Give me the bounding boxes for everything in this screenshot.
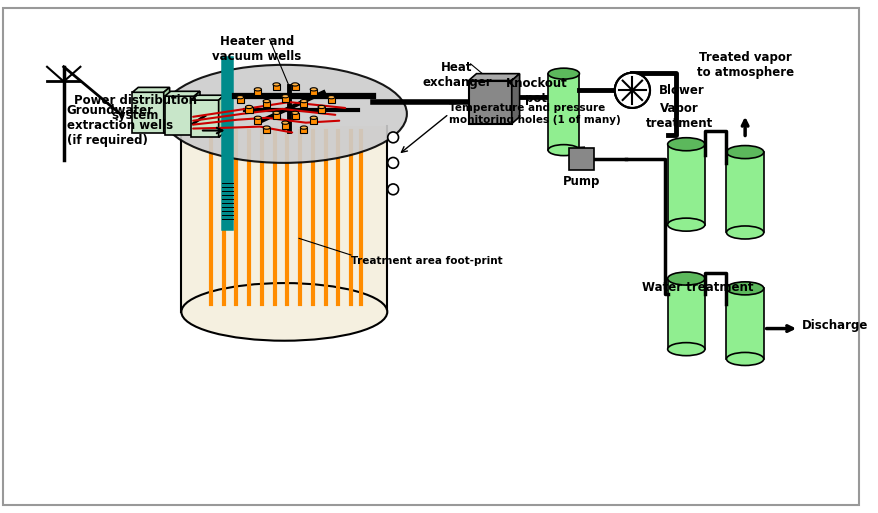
- Polygon shape: [614, 73, 631, 108]
- Bar: [667, 279, 704, 349]
- Polygon shape: [511, 74, 519, 124]
- Ellipse shape: [162, 65, 407, 163]
- Bar: [300, 128, 307, 133]
- Ellipse shape: [300, 100, 307, 103]
- Bar: [468, 81, 511, 124]
- Ellipse shape: [263, 126, 270, 129]
- Text: Discharge: Discharge: [801, 319, 867, 332]
- Bar: [726, 288, 763, 359]
- Text: Treatment area foot-print: Treatment area foot-print: [350, 256, 502, 266]
- Bar: [310, 89, 317, 95]
- Bar: [245, 107, 252, 113]
- Ellipse shape: [667, 343, 704, 356]
- Ellipse shape: [726, 352, 763, 365]
- Bar: [291, 113, 299, 119]
- Ellipse shape: [318, 105, 325, 109]
- Bar: [282, 96, 289, 102]
- Bar: [318, 107, 325, 113]
- Bar: [164, 96, 194, 135]
- Bar: [263, 101, 270, 107]
- Circle shape: [387, 184, 398, 195]
- Ellipse shape: [181, 283, 387, 341]
- Polygon shape: [133, 87, 169, 92]
- Text: Power distribution
system: Power distribution system: [74, 94, 197, 122]
- Ellipse shape: [310, 116, 317, 120]
- Ellipse shape: [310, 88, 317, 91]
- Bar: [133, 92, 163, 133]
- Bar: [310, 118, 317, 124]
- Polygon shape: [219, 95, 224, 137]
- Text: Heat
exchanger: Heat exchanger: [421, 61, 491, 89]
- Circle shape: [387, 132, 398, 143]
- Text: Water treatment: Water treatment: [642, 281, 753, 293]
- Bar: [273, 85, 280, 90]
- Ellipse shape: [254, 88, 261, 91]
- Ellipse shape: [726, 282, 763, 295]
- Circle shape: [614, 73, 650, 108]
- Bar: [300, 101, 307, 107]
- Ellipse shape: [245, 105, 252, 109]
- Ellipse shape: [726, 226, 763, 239]
- Ellipse shape: [548, 68, 579, 79]
- Ellipse shape: [254, 116, 261, 120]
- Bar: [327, 97, 335, 103]
- Ellipse shape: [726, 146, 763, 159]
- Ellipse shape: [273, 83, 280, 86]
- Polygon shape: [163, 87, 169, 133]
- Ellipse shape: [548, 145, 579, 155]
- Bar: [548, 74, 579, 150]
- Bar: [254, 89, 261, 95]
- Bar: [273, 113, 280, 119]
- Bar: [667, 144, 704, 225]
- Polygon shape: [468, 74, 519, 81]
- Bar: [291, 85, 299, 90]
- Ellipse shape: [263, 100, 270, 103]
- Bar: [254, 118, 261, 124]
- Text: Treated vapor
to atmosphere: Treated vapor to atmosphere: [695, 51, 793, 78]
- Ellipse shape: [273, 111, 280, 114]
- Bar: [263, 128, 270, 133]
- Bar: [236, 97, 243, 103]
- Ellipse shape: [291, 111, 299, 114]
- Ellipse shape: [667, 137, 704, 151]
- Ellipse shape: [236, 95, 243, 99]
- Text: Vapor
treatment: Vapor treatment: [645, 102, 712, 130]
- Bar: [191, 100, 219, 137]
- Ellipse shape: [282, 94, 289, 98]
- Text: Temperature and pressure
monitoring holes (1 of many): Temperature and pressure monitoring hole…: [449, 103, 620, 125]
- Text: Blower: Blower: [658, 84, 704, 97]
- Polygon shape: [191, 95, 224, 100]
- Ellipse shape: [327, 95, 335, 99]
- Text: Heater and
vacuum wells: Heater and vacuum wells: [212, 35, 301, 64]
- Circle shape: [387, 157, 398, 168]
- Ellipse shape: [667, 272, 704, 285]
- Bar: [568, 148, 594, 170]
- Polygon shape: [194, 91, 200, 135]
- Polygon shape: [181, 126, 387, 312]
- Ellipse shape: [300, 126, 307, 129]
- Ellipse shape: [282, 121, 289, 124]
- Text: Pump: Pump: [562, 174, 600, 188]
- Bar: [282, 123, 289, 129]
- Polygon shape: [164, 91, 200, 96]
- Ellipse shape: [291, 83, 299, 86]
- Ellipse shape: [667, 218, 704, 231]
- Text: Knockout
pot: Knockout pot: [505, 76, 566, 105]
- Bar: [726, 152, 763, 232]
- Text: Groundwater
extraction wells
(if required): Groundwater extraction wells (if require…: [67, 104, 173, 147]
